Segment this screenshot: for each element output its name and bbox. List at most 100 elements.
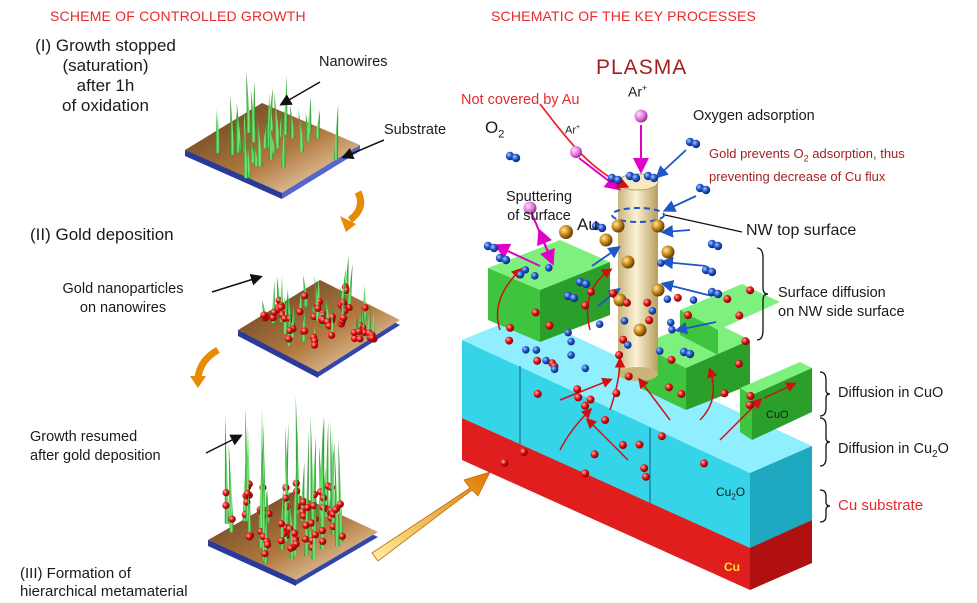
cu-ion xyxy=(684,311,693,320)
o2-molecule xyxy=(713,289,723,299)
gold-nanoparticle xyxy=(277,303,285,311)
cu-ion xyxy=(581,469,590,478)
step-arrow-2 xyxy=(194,346,220,379)
nanowire xyxy=(292,427,298,556)
cu-substrate-label: Cu substrate xyxy=(838,497,924,514)
nanowire xyxy=(286,302,292,346)
gold-nanoparticle xyxy=(339,314,348,322)
ar-top-sup: + xyxy=(642,83,648,93)
sputter-out-1 xyxy=(493,243,541,267)
header-right: SCHEMATIC OF THE KEY PROCESSES xyxy=(491,8,757,24)
nanowire xyxy=(224,414,230,524)
pointer-growth-resumed xyxy=(205,434,243,454)
oxygen-atom xyxy=(620,317,629,325)
oxygen-atom xyxy=(657,259,665,267)
gold-nanoparticle xyxy=(261,550,269,558)
gold-nanoparticle xyxy=(282,494,290,502)
step1-line: after 1h xyxy=(76,76,135,95)
nanowire xyxy=(268,113,274,160)
oxygen-atom xyxy=(567,351,575,359)
cu-ion xyxy=(700,459,709,468)
gold-nanoparticle xyxy=(263,541,272,549)
nanowire xyxy=(253,142,259,166)
step-arrow-1-head xyxy=(340,216,356,232)
block-cu2o-end: O xyxy=(735,485,746,499)
sputtering-line: of surface xyxy=(507,208,571,224)
gold-nanoparticle xyxy=(331,505,340,514)
cu-ion xyxy=(720,389,729,398)
gold-nanoparticle xyxy=(280,314,289,323)
oxygen-atom xyxy=(542,356,550,365)
cu-ion xyxy=(657,432,666,441)
gold-nanoparticle xyxy=(277,537,285,545)
step-arrow-2-head xyxy=(190,376,206,388)
au-particle xyxy=(661,245,675,259)
gold-prevents-label: Gold prevents O2 adsorption, thus preven… xyxy=(709,145,905,185)
gold-nanoparticle xyxy=(286,525,294,533)
nanowire xyxy=(305,112,311,142)
oxygen-atom xyxy=(595,320,604,328)
pointer-nanowires xyxy=(279,81,321,106)
nanowire xyxy=(275,122,281,149)
nanowire xyxy=(324,421,329,517)
plasma-label: PLASMA xyxy=(596,56,688,79)
nanowires-label: Nanowires xyxy=(319,54,388,70)
oxygen-atom xyxy=(581,364,590,373)
particle-balls xyxy=(483,109,755,481)
gold-np-line: Gold nanoparticles xyxy=(62,281,184,297)
surface-diffusion-line: on NW side surface xyxy=(778,304,905,320)
cu-ion xyxy=(519,447,528,456)
step1-line: (saturation) xyxy=(62,56,149,75)
gold-nanoparticle xyxy=(285,335,293,343)
nanowire xyxy=(299,461,305,521)
nanowire xyxy=(311,494,318,560)
gold-nanoparticle xyxy=(269,314,277,322)
gold-nanoparticle xyxy=(245,533,253,541)
cu-ion xyxy=(619,335,628,344)
diffusion-cu2o-end: O xyxy=(937,441,949,457)
gold-nanoparticle xyxy=(310,341,319,349)
gold-prevents-text: Gold prevents O xyxy=(709,146,804,161)
nanowire xyxy=(315,110,320,139)
block-cu-label: Cu xyxy=(724,560,740,574)
nanowire xyxy=(274,92,281,144)
oxygen-atom xyxy=(530,272,539,280)
cu-ion xyxy=(745,400,754,409)
o2-molecule xyxy=(691,139,701,149)
gold-nanoparticle xyxy=(301,535,310,543)
ar-ion xyxy=(634,109,648,123)
diffusion-cu2o-text: Diffusion in Cu xyxy=(838,441,933,457)
cu-ion xyxy=(545,321,554,330)
substrate-step2 xyxy=(238,280,400,378)
cu-ion xyxy=(645,316,654,325)
gold-nanoparticle xyxy=(307,519,316,527)
au-particle xyxy=(651,283,665,297)
nanowire xyxy=(334,449,340,547)
cu-ion xyxy=(601,416,610,425)
oxygen-atom xyxy=(668,325,676,334)
au-particle xyxy=(651,219,665,233)
gold-nanoparticle xyxy=(299,498,307,506)
oxygen-atom xyxy=(663,295,672,303)
o2-molecule xyxy=(613,175,623,185)
nanowire xyxy=(242,112,247,153)
o2-text: O xyxy=(485,118,499,137)
oxygen-atom xyxy=(521,266,530,274)
gold-nanoparticle xyxy=(302,521,310,529)
ar-top-label: Ar+ xyxy=(628,83,647,100)
gold-nanoparticle xyxy=(286,327,294,335)
pointer-gold-np xyxy=(211,273,263,293)
cu-ion xyxy=(635,440,644,449)
cu-ion xyxy=(618,440,627,449)
gold-nanoparticle xyxy=(301,327,309,335)
gold-nanoparticle xyxy=(270,308,278,316)
growth-resumed-line: after gold deposition xyxy=(30,448,161,464)
diffusion-cu2o-sub: 2 xyxy=(932,448,938,460)
cu-ion xyxy=(533,389,542,398)
block-cu2o-text: Cu xyxy=(716,485,732,499)
nanowire xyxy=(356,313,363,343)
nanowire xyxy=(230,94,235,155)
nanowire xyxy=(333,104,339,161)
pointer-substrate xyxy=(341,139,385,160)
